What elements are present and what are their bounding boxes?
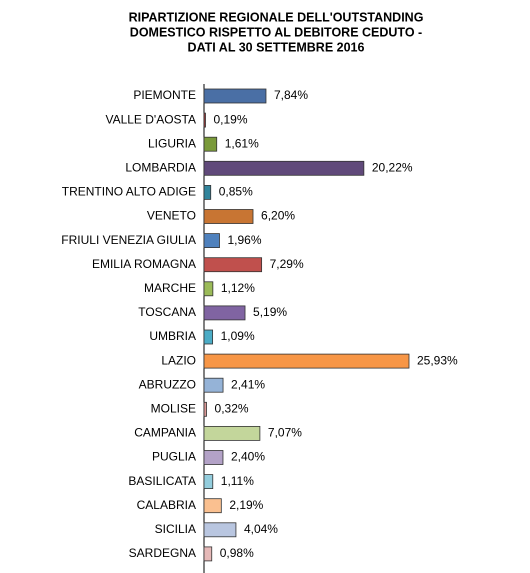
chart-title: DOMESTICO RISPETTO AL DEBITORE CEDUTO - <box>130 25 422 39</box>
y-tick-label: LIGURIA <box>148 136 196 150</box>
bar <box>203 281 214 297</box>
y-tick-label: PIEMONTE <box>133 88 196 102</box>
bar <box>203 450 224 465</box>
bar <box>203 377 224 393</box>
data-label: 0,19% <box>214 112 248 126</box>
data-label: 1,09% <box>221 329 255 343</box>
bar <box>203 353 410 369</box>
data-label: 1,61% <box>225 136 259 150</box>
data-label: 2,19% <box>229 498 263 512</box>
bar <box>203 88 267 104</box>
y-tick-label: PUGLIA <box>152 450 196 464</box>
data-label: 1,12% <box>221 281 255 295</box>
bar <box>203 136 218 152</box>
bar <box>203 498 222 514</box>
y-tick-label: CALABRIA <box>137 498 196 512</box>
y-tick-label: CAMPANIA <box>134 426 196 440</box>
chart-title: DATI AL 30 SETTEMBRE 2016 <box>188 40 365 54</box>
y-tick-label: VENETO <box>147 209 196 223</box>
y-tick-label: VALLE D'AOSTA <box>105 112 196 126</box>
data-label: 6,20% <box>261 209 295 223</box>
data-label: 2,40% <box>231 450 265 464</box>
bar <box>203 401 207 417</box>
y-tick-label: MARCHE <box>144 281 196 295</box>
bar <box>203 329 214 345</box>
y-tick-label: MOLISE <box>151 401 196 415</box>
data-label: 5,19% <box>253 305 287 319</box>
chart-title: RIPARTIZIONE REGIONALE DELL'OUTSTANDING <box>129 10 424 24</box>
y-tick-label: LOMBARDIA <box>125 160 196 174</box>
data-label: 2,41% <box>231 377 265 391</box>
y-tick-label: SARDEGNA <box>129 546 196 560</box>
y-tick-label: TRENTINO ALTO ADIGE <box>62 185 196 199</box>
bar <box>203 425 261 441</box>
data-label: 1,11% <box>221 474 254 488</box>
y-tick-label: EMILIA ROMAGNA <box>92 257 196 271</box>
y-tick-label: UMBRIA <box>149 329 196 343</box>
bar <box>203 233 220 249</box>
y-tick-label: ABRUZZO <box>139 377 196 391</box>
data-label: 0,98% <box>220 546 254 560</box>
data-label: 4,04% <box>244 522 278 536</box>
bar <box>203 474 214 490</box>
bar <box>203 546 213 562</box>
data-label: 20,22% <box>372 160 413 174</box>
data-label: 0,85% <box>219 185 253 199</box>
bar <box>203 160 365 176</box>
y-tick-label: LAZIO <box>161 353 196 367</box>
data-label: 0,32% <box>215 401 249 415</box>
bar <box>203 522 237 538</box>
data-label: 25,93% <box>417 353 458 367</box>
bar <box>203 257 263 273</box>
y-tick-label: SICILIA <box>155 522 196 536</box>
bar <box>203 112 206 128</box>
y-tick-label: BASILICATA <box>128 474 196 488</box>
y-tick-label: FRIULI VENEZIA GIULIA <box>61 233 196 247</box>
data-label: 7,29% <box>270 257 304 271</box>
y-tick-label: TOSCANA <box>138 305 196 319</box>
bar <box>203 209 254 224</box>
bar <box>203 184 212 200</box>
bar <box>203 305 246 321</box>
data-label: 7,07% <box>268 426 302 440</box>
data-label: 7,84% <box>274 88 308 102</box>
data-label: 1,96% <box>227 233 261 247</box>
